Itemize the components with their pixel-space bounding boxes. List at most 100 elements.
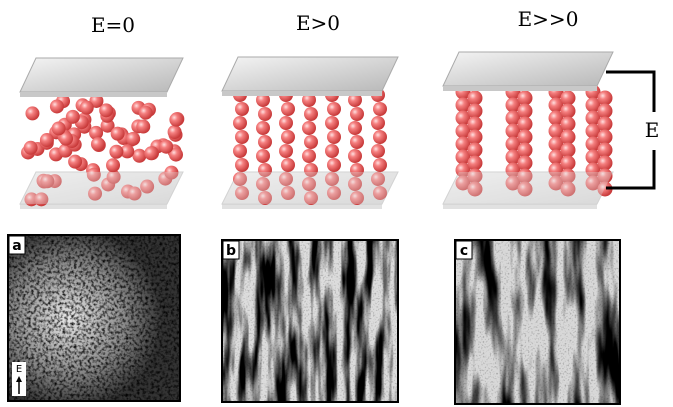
particle bbox=[302, 149, 316, 163]
particle bbox=[505, 149, 521, 165]
particle bbox=[517, 103, 533, 119]
particle bbox=[281, 158, 295, 172]
particle bbox=[168, 147, 183, 162]
particle bbox=[373, 102, 387, 116]
plate bbox=[19, 57, 184, 93]
particle bbox=[505, 162, 521, 178]
plate bbox=[442, 51, 614, 87]
particle bbox=[302, 177, 316, 191]
particle bbox=[235, 130, 249, 144]
panel-label: c bbox=[460, 243, 468, 259]
particle bbox=[548, 149, 564, 165]
plate-front bbox=[222, 172, 398, 204]
particle bbox=[517, 155, 533, 171]
particle bbox=[597, 155, 613, 171]
micrograph-frame bbox=[7, 234, 181, 402]
particle bbox=[279, 144, 293, 158]
particle bbox=[548, 175, 564, 191]
particle bbox=[585, 136, 601, 152]
micrograph-frame bbox=[454, 239, 621, 405]
scenes bbox=[19, 51, 614, 209]
particle bbox=[373, 130, 387, 144]
micrograph-speck bbox=[222, 240, 398, 402]
plate-edge bbox=[20, 92, 167, 97]
particle bbox=[585, 97, 601, 113]
particle bbox=[585, 175, 601, 191]
particle bbox=[467, 116, 483, 132]
particle bbox=[350, 191, 364, 205]
field-label: E bbox=[645, 118, 660, 142]
particle bbox=[467, 181, 483, 197]
particle bbox=[304, 163, 318, 177]
micrograph-c: c bbox=[454, 239, 621, 405]
panel-title: E>0 bbox=[296, 11, 340, 35]
particle bbox=[100, 118, 115, 133]
particle bbox=[136, 119, 151, 134]
particle bbox=[304, 135, 318, 149]
particle bbox=[99, 103, 114, 118]
particle bbox=[348, 149, 362, 163]
plate-front bbox=[20, 172, 183, 204]
particle bbox=[132, 148, 147, 163]
plate-edge bbox=[443, 86, 597, 91]
particle bbox=[597, 103, 613, 119]
particle bbox=[120, 144, 135, 159]
particle bbox=[39, 133, 54, 148]
particle bbox=[597, 129, 613, 145]
particle bbox=[597, 181, 613, 197]
arrow-head bbox=[16, 376, 22, 382]
particle bbox=[467, 103, 483, 119]
particle bbox=[281, 102, 295, 116]
bracket-bottom bbox=[606, 150, 656, 190]
particle bbox=[597, 168, 613, 184]
particle bbox=[373, 158, 387, 172]
particle bbox=[517, 168, 533, 184]
micrograph-b: b bbox=[221, 239, 399, 403]
micrograph-texture bbox=[8, 235, 180, 401]
bracket-top bbox=[606, 70, 656, 112]
panel-title: E>>0 bbox=[518, 7, 579, 31]
particle bbox=[88, 186, 103, 201]
particle bbox=[505, 136, 521, 152]
particle bbox=[235, 158, 249, 172]
particle bbox=[304, 107, 318, 121]
particle bbox=[560, 155, 576, 171]
particle bbox=[548, 97, 564, 113]
particle bbox=[106, 169, 121, 184]
particle bbox=[34, 192, 49, 207]
particle bbox=[327, 102, 341, 116]
particle bbox=[233, 172, 247, 186]
particle bbox=[110, 126, 125, 141]
particle bbox=[49, 99, 64, 114]
particle bbox=[164, 165, 179, 180]
particle bbox=[109, 144, 124, 159]
particle bbox=[65, 109, 80, 124]
particle bbox=[233, 144, 247, 158]
particle bbox=[127, 186, 142, 201]
particle bbox=[517, 181, 533, 197]
particle bbox=[548, 123, 564, 139]
particle bbox=[585, 110, 601, 126]
plate bbox=[221, 56, 399, 92]
particle bbox=[279, 172, 293, 186]
label-box bbox=[222, 240, 240, 260]
particle bbox=[327, 130, 341, 144]
particle bbox=[327, 186, 341, 200]
field-bracket bbox=[606, 70, 656, 190]
panel-label: a bbox=[12, 238, 21, 254]
particle bbox=[25, 106, 40, 121]
particle bbox=[455, 136, 471, 152]
particle bbox=[281, 130, 295, 144]
particle bbox=[455, 123, 471, 139]
particle bbox=[235, 186, 249, 200]
particle bbox=[40, 174, 55, 189]
micrograph-frame bbox=[221, 239, 399, 403]
particle bbox=[548, 110, 564, 126]
particle bbox=[517, 142, 533, 158]
plate-front bbox=[443, 172, 613, 204]
particle bbox=[371, 144, 385, 158]
particle bbox=[560, 90, 576, 106]
particle bbox=[517, 129, 533, 145]
particle bbox=[79, 100, 94, 115]
particle bbox=[258, 191, 272, 205]
